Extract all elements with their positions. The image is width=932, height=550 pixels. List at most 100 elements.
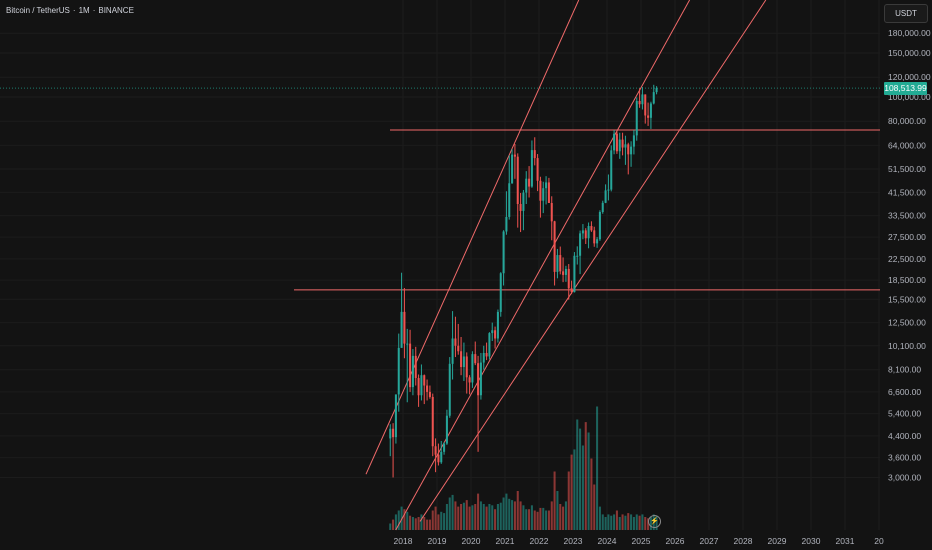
candle-body (564, 268, 567, 275)
x-tick-label: 2026 (666, 536, 685, 546)
volume-bar (465, 500, 468, 530)
volume-bar (638, 515, 641, 530)
candle-body (488, 333, 491, 357)
volume-bar (516, 491, 519, 530)
candle-body (423, 375, 426, 386)
candle-body (451, 338, 454, 364)
volume-bar (471, 505, 474, 530)
x-tick-label: 2030 (802, 536, 821, 546)
candle-body (411, 355, 414, 388)
volume-bar (445, 504, 448, 530)
candle-body (596, 239, 599, 244)
candle-body (545, 182, 548, 189)
volume-bar (437, 514, 440, 530)
y-tick-label: 27,500.00 (888, 232, 926, 242)
candle-body (570, 288, 573, 293)
volume-bar (610, 515, 613, 530)
y-tick-label: 51,500.00 (888, 164, 926, 174)
candle-body (556, 255, 559, 272)
volume-bar (392, 519, 395, 530)
lightning-icon[interactable]: ⚡ (648, 515, 661, 528)
candle-body (655, 88, 658, 93)
candle-body (468, 377, 471, 383)
horizontal-levels (294, 129, 880, 291)
volume-bar (496, 504, 499, 530)
volume-bar (451, 494, 454, 530)
candle-body (485, 352, 488, 357)
volume-bar (491, 505, 494, 530)
candle-body (508, 183, 511, 217)
volume-bar (519, 501, 522, 530)
y-tick-label: 12,500.00 (888, 318, 926, 328)
time-axis[interactable]: 2018 2019 2020 2021 2022 2023 2024 2025 2026 2027… (394, 536, 884, 546)
candle-body (550, 202, 553, 222)
candle-body (553, 221, 556, 272)
candle-body (457, 345, 460, 352)
candle-body (477, 363, 480, 396)
candle-body (647, 115, 650, 118)
volume-bar (562, 506, 565, 530)
x-tick-label: 2022 (530, 536, 549, 546)
candle-body (516, 156, 519, 205)
candle-body (479, 362, 482, 396)
candle-body (624, 144, 627, 148)
volume-bar (397, 510, 400, 530)
volume-bar (584, 422, 587, 530)
candle-body (437, 454, 440, 463)
candle-body (417, 378, 420, 396)
volume-bar (621, 514, 624, 530)
volume-bar (627, 513, 630, 530)
current-price-badge: 108,513.99 (884, 82, 927, 95)
candle-body (445, 415, 448, 444)
candle-body (536, 158, 539, 181)
candle-body (598, 211, 601, 240)
volume-bar (528, 509, 531, 530)
volume-bar (522, 505, 525, 530)
volume-bar (559, 504, 562, 530)
volume-bar (545, 510, 548, 530)
header-separator: · (92, 6, 96, 15)
volume-bar (389, 523, 392, 530)
volume-bar (428, 519, 431, 530)
candle-body (511, 154, 514, 184)
volume-bar (564, 501, 567, 530)
candle-body (465, 356, 468, 378)
y-tick-label: 120,000.00 (888, 72, 931, 82)
x-tick-label: 20 (874, 536, 884, 546)
volume-bar (641, 514, 644, 530)
volume-bar (593, 484, 596, 530)
y-tick-label: 3,600.00 (888, 453, 921, 463)
volume-bar (615, 510, 618, 530)
y-tick-label: 4,400.00 (888, 431, 921, 441)
y-tick-label: 80,000.00 (888, 116, 926, 126)
candle-body (426, 385, 429, 392)
interval-label[interactable]: 1M (78, 6, 90, 15)
candle-body (638, 100, 641, 105)
volume-bar (414, 518, 417, 530)
candle-body (513, 154, 516, 157)
volume-bar (542, 507, 545, 530)
volume-bar (488, 504, 491, 530)
candle-body (632, 135, 635, 147)
candle-body (454, 338, 457, 346)
candle-body (482, 352, 485, 363)
channel-line (419, 0, 767, 522)
candle-body (587, 226, 590, 239)
volume-bar (502, 497, 505, 530)
volume-bar (587, 432, 590, 530)
volume-bar (479, 501, 482, 530)
x-tick-label: 2019 (428, 536, 447, 546)
y-tick-label: 22,500.00 (888, 254, 926, 264)
candle-body (522, 192, 525, 211)
currency-button[interactable]: USDT (884, 4, 928, 23)
x-tick-label: 2023 (564, 536, 583, 546)
candle-body (539, 180, 542, 201)
candle-body (562, 271, 565, 275)
candle-body (519, 204, 522, 211)
y-tick-label: 33,500.00 (888, 211, 926, 221)
candle-body (409, 343, 412, 388)
price-axis[interactable]: 180,000.00 150,000.00 120,000.00 100,000.00… (888, 28, 931, 482)
y-tick-label: 64,000.00 (888, 140, 926, 150)
volume-bar (632, 517, 635, 530)
